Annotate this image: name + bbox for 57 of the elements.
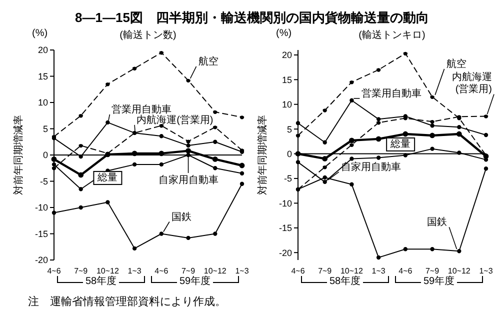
y-tick-label: 20: [38, 45, 48, 56]
y-tick-label: -20: [34, 255, 48, 266]
text: 航空: [446, 58, 466, 70]
x-tick-label: 1~3: [235, 266, 250, 276]
x-tick-label: 4~6: [47, 266, 62, 276]
y-axis-title: 対前年同期増減率: [256, 115, 269, 195]
y-tick-label: 0: [42, 150, 48, 160]
series-label: 航空: [198, 55, 218, 68]
text: 59年度: [177, 276, 213, 287]
chart-subtitle: (輸送トン数): [118, 29, 178, 42]
x-tick-label: 7~9: [318, 266, 332, 276]
series-label: 営業用自動車: [112, 103, 172, 116]
x-tick-label: 7~9: [181, 266, 196, 276]
series-label: 総量: [96, 171, 118, 184]
y-tick-label: -10: [278, 198, 292, 208]
y-axis-title: 対前年同期増減率: [12, 115, 25, 195]
text: 59年度: [421, 276, 457, 287]
x-tick-label: 4~6: [291, 266, 306, 276]
x-tick-label: 10~12: [96, 266, 120, 276]
x-tick-label: 10~12: [204, 266, 227, 276]
x-tick-label: 1~3: [372, 266, 386, 276]
y-tick-label: -5: [40, 176, 48, 186]
x-tick-label: 10~12: [448, 266, 471, 276]
text: (%): [32, 28, 48, 39]
legend-label: 営業用自動車: [362, 87, 422, 100]
y-tick-label: 20: [282, 50, 292, 60]
y-tick-label: -5: [284, 174, 292, 184]
y-tick-label: -10: [34, 202, 48, 213]
chart-title: 8—1—15図 四半期別・輸送機関別の国内貨物輸送量の動向: [74, 9, 430, 27]
text: (%): [276, 28, 292, 39]
y-tick-label: -15: [278, 223, 292, 234]
x-tick-label: 4~6: [398, 266, 413, 276]
series-label: 総量: [390, 138, 411, 150]
y-tick-label: 15: [38, 71, 48, 82]
y-tick-label: 15: [282, 74, 292, 85]
series-label: 国鉄: [427, 216, 448, 228]
x-tick-label: 7~9: [74, 266, 88, 276]
text: 注 運輸省情報管理部資料により作成。: [27, 294, 227, 309]
series-label: 国鉄: [171, 210, 192, 223]
text: 58年度: [83, 276, 119, 287]
x-tick-label: 1~3: [479, 266, 494, 276]
y-tick-label: 10: [38, 98, 48, 108]
y-tick-label: -20: [278, 248, 292, 258]
y-tick-label: 5: [42, 124, 48, 134]
text: 内航海運(営業用): [452, 71, 492, 96]
series-label: 内航海運(営業用): [136, 114, 214, 126]
legend-label: 自家用自動車: [158, 174, 218, 186]
y-tick-label: 10: [282, 100, 292, 110]
chart-subtitle: (輸送トンキロ): [358, 29, 426, 42]
x-tick-label: 4~6: [154, 266, 169, 276]
x-tick-label: 1~3: [128, 266, 142, 276]
x-tick-label: 10~12: [340, 266, 364, 276]
text: 58年度: [327, 276, 363, 287]
y-tick-label: -15: [34, 228, 48, 239]
y-tick-label: 5: [286, 124, 292, 134]
y-tick-label: 0: [286, 148, 292, 159]
x-tick-label: 7~9: [425, 266, 440, 276]
